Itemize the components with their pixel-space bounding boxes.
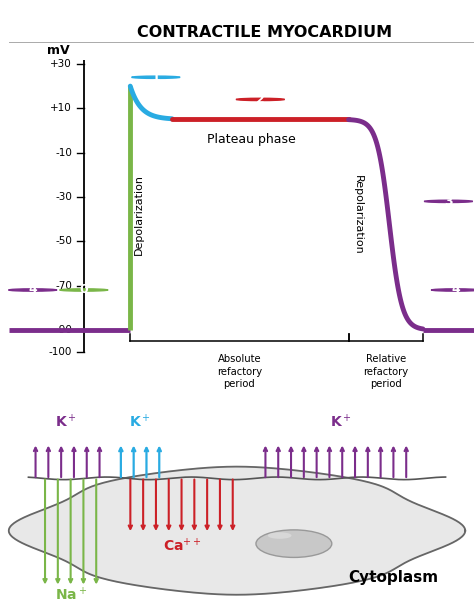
- Text: -30: -30: [55, 192, 72, 202]
- Text: -90: -90: [55, 325, 72, 335]
- Circle shape: [431, 289, 474, 291]
- Text: Cytoplasm: Cytoplasm: [348, 570, 438, 585]
- Text: K$^+$: K$^+$: [129, 414, 151, 431]
- Text: Na$^+$: Na$^+$: [55, 586, 87, 602]
- Text: 3: 3: [444, 195, 453, 208]
- Circle shape: [9, 289, 57, 291]
- Text: 2: 2: [256, 93, 264, 106]
- Text: CONTRACTILE MYOCARDIUM: CONTRACTILE MYOCARDIUM: [137, 25, 392, 40]
- Text: -70: -70: [55, 281, 72, 291]
- Text: +30: +30: [50, 59, 72, 69]
- Circle shape: [132, 76, 180, 78]
- Circle shape: [236, 98, 284, 101]
- Text: Depolarization: Depolarization: [134, 174, 144, 255]
- Text: 1: 1: [151, 71, 160, 84]
- Ellipse shape: [256, 530, 332, 557]
- Text: K$^+$: K$^+$: [55, 414, 77, 431]
- Text: 4: 4: [451, 284, 460, 297]
- Circle shape: [60, 289, 108, 291]
- Ellipse shape: [268, 532, 292, 539]
- Text: 4: 4: [28, 284, 37, 297]
- Text: Repolarization: Repolarization: [353, 175, 363, 255]
- Text: mV: mV: [47, 44, 70, 57]
- Text: Plateau phase: Plateau phase: [207, 133, 295, 146]
- Text: Absolute
refactory
period: Absolute refactory period: [217, 354, 262, 389]
- Text: Relative
refactory
period: Relative refactory period: [363, 354, 408, 389]
- Polygon shape: [9, 467, 465, 595]
- Text: -10: -10: [55, 147, 72, 158]
- Circle shape: [424, 200, 473, 202]
- Text: K$^+$: K$^+$: [330, 414, 352, 431]
- Text: -50: -50: [55, 236, 72, 246]
- Text: +10: +10: [50, 104, 72, 113]
- Text: -100: -100: [49, 347, 72, 357]
- Text: 0: 0: [80, 284, 88, 297]
- Text: Ca$^{++}$: Ca$^{++}$: [163, 536, 202, 554]
